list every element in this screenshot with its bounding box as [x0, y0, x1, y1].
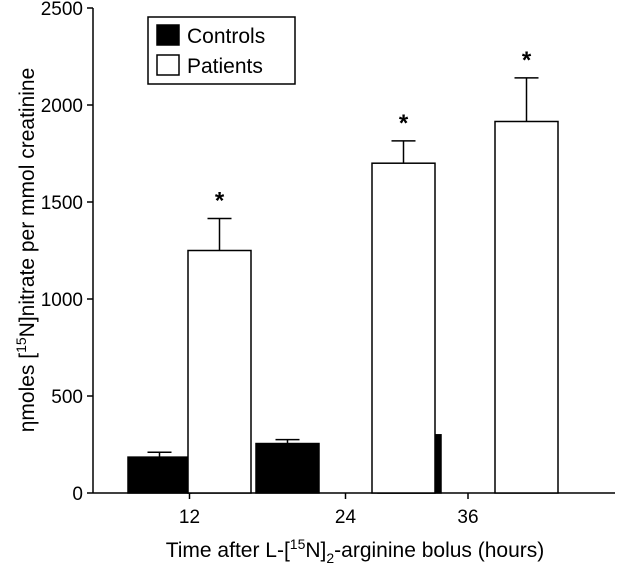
legend-swatch-controls	[156, 24, 180, 46]
y-tick-label: 2500	[41, 0, 83, 20]
x-axis-title: Time after L-[15N]2-arginine bolus (hour…	[166, 536, 545, 565]
bar-patients-12	[187, 249, 252, 494]
legend-label-controls: Controls	[187, 25, 265, 48]
significance-marker: *	[522, 47, 532, 74]
legend-label-patients: Patients	[187, 55, 263, 78]
bar-patients-36	[494, 120, 559, 494]
significance-marker: *	[399, 110, 409, 137]
bar-controls-24	[255, 442, 320, 494]
y-tick-label: 1500	[41, 193, 83, 214]
y-tick-label: 1000	[41, 290, 83, 311]
plot-area: 0 500 1000 1500 2000 2500 12 24 36 * * *	[41, 0, 615, 528]
y-tick-label: 2000	[41, 96, 83, 117]
y-tick-label: 500	[51, 387, 83, 408]
legend-swatch-patients	[156, 54, 180, 76]
x-tick-label: 24	[335, 507, 357, 528]
bar-patients-24	[371, 162, 436, 494]
y-axis-title: ηmoles [15N]nitrate per mmol creatinine	[13, 68, 39, 433]
x-tick-label: 12	[179, 507, 200, 528]
bar-controls-12	[127, 456, 192, 494]
significance-marker: *	[215, 187, 225, 214]
legend: Controls Patients	[147, 16, 296, 85]
x-tick-label: 36	[457, 507, 478, 528]
y-tick-label: 0	[72, 484, 83, 505]
